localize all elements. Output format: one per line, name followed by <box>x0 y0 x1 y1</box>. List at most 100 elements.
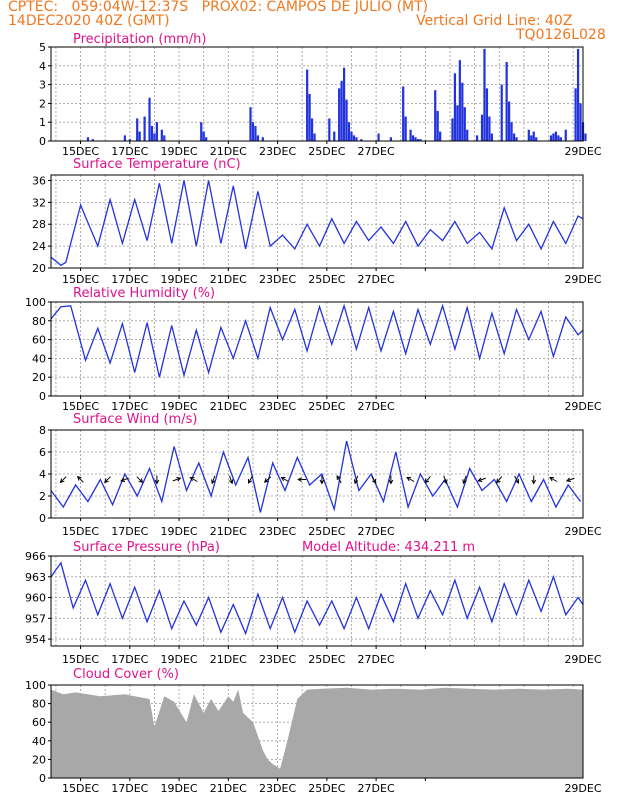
wind-arrow-head <box>263 478 269 483</box>
precip-bar <box>310 118 314 141</box>
wind-arrow-head <box>189 476 195 482</box>
precip-bar <box>345 99 348 141</box>
y-tick-label: 4 <box>39 60 46 73</box>
wind-arrow-head <box>120 477 126 482</box>
wind-arrow-shaft <box>549 477 558 482</box>
wind-arrow-shaft <box>120 477 129 482</box>
wind-arrow-head <box>353 479 359 485</box>
y-tick-label: 40 <box>32 735 46 748</box>
precip-bar <box>416 139 420 141</box>
wind-arrow-shaft <box>190 477 198 482</box>
wind-arrow-head <box>176 477 182 482</box>
y-tick-label: 960 <box>25 592 46 605</box>
y-tick-label: 3 <box>39 79 46 92</box>
x-tick-label: 27DEC <box>358 273 395 286</box>
y-tick-label: 20 <box>32 371 46 384</box>
x-tick-label: 25DEC <box>308 653 345 666</box>
x-tick-label: 27DEC <box>358 400 395 413</box>
x-tick-label: 23DEC <box>259 145 296 158</box>
precip-bar <box>328 118 331 141</box>
precip-bar <box>559 137 562 141</box>
precip-bar <box>576 48 580 141</box>
y-tick-label: 32 <box>32 196 46 209</box>
precip-bar <box>200 122 203 141</box>
panel-frame <box>50 174 584 269</box>
wind-arrow-head <box>297 477 302 482</box>
precip-bar <box>143 116 146 141</box>
precip-bar <box>91 139 94 141</box>
wind-arrow-shaft <box>371 475 377 484</box>
precip-bar <box>402 86 405 141</box>
precip-bar <box>554 131 558 141</box>
y-tick-label: 6 <box>39 446 46 459</box>
y-tick-label: 24 <box>32 240 46 253</box>
precip-bar <box>436 110 439 141</box>
y-tick-label: 5 <box>39 41 46 54</box>
wind-arrow-shaft <box>354 475 359 484</box>
precip-bar <box>419 139 422 141</box>
precip-bar <box>510 122 513 141</box>
precip-bar <box>136 118 139 141</box>
precip-bar <box>333 131 336 141</box>
precip-bar <box>150 125 154 141</box>
y-tick-label: 0 <box>39 772 46 785</box>
series-line-1 <box>50 180 584 267</box>
y-tick-label: 100 <box>25 296 46 309</box>
wind-arrow-head <box>388 479 394 485</box>
precip-bar <box>409 129 412 141</box>
wind-arrow-shaft <box>336 475 342 484</box>
wind-arrow-head <box>154 479 160 485</box>
x-tick-label: 29DEC <box>564 653 601 666</box>
precip-bar <box>475 135 479 141</box>
x-tick-label: 25DEC <box>308 145 345 158</box>
wind-arrow-head <box>138 478 144 484</box>
precip-bar <box>360 139 363 141</box>
precip-bar <box>138 131 141 141</box>
x-tick-label: 27DEC <box>358 145 395 158</box>
precip-bar <box>313 133 316 141</box>
precip-bar <box>483 48 486 141</box>
precip-bar <box>404 116 407 141</box>
wind-arrow-head <box>496 478 501 484</box>
x-tick-label: 15DEC <box>62 525 99 538</box>
precip-bar <box>535 137 538 141</box>
wind-arrow-shaft <box>264 476 272 483</box>
precip-bar <box>306 69 309 141</box>
wind-arrow-head <box>514 478 520 484</box>
x-tick-label: 15DEC <box>62 145 99 158</box>
precip-bar <box>249 107 252 141</box>
precip-bar <box>557 135 560 141</box>
y-tick-label: 80 <box>32 698 46 711</box>
precip-bar <box>254 125 257 141</box>
precip-bar <box>485 88 489 141</box>
wind-arrow-head <box>228 479 234 485</box>
precip-bar <box>549 135 553 141</box>
wind-arrow-shaft <box>478 477 486 482</box>
wind-arrow-shaft <box>248 475 253 484</box>
panel-title: Surface Wind (m/s) <box>73 412 197 427</box>
wind-arrow-head <box>549 476 554 482</box>
y-tick-label: 2 <box>39 97 46 110</box>
precip-bar <box>414 137 417 141</box>
precip-bar <box>530 135 533 141</box>
wind-arrow-shaft <box>60 476 67 483</box>
panel-title: Surface Pressure (hPa) <box>73 540 220 555</box>
y-tick-label: 0 <box>39 135 46 148</box>
precip-bar <box>342 67 346 141</box>
y-tick-label: 0 <box>39 512 46 525</box>
wind-arrow-head <box>462 479 467 485</box>
x-tick-label: 17DEC <box>111 525 148 538</box>
wind-arrow-head <box>211 479 216 485</box>
x-tick-label: 15DEC <box>62 273 99 286</box>
x-tick-label: 21DEC <box>210 525 247 538</box>
forecast-date: 14DEC2020 40Z (GMT) <box>8 13 170 29</box>
wind-arrow-shaft <box>136 476 143 483</box>
panel-title: Cloud Cover (%) <box>73 667 179 682</box>
precip-bar <box>251 122 255 141</box>
wind-arrow-head <box>76 475 82 481</box>
x-tick-label: 23DEC <box>259 653 296 666</box>
y-tick-label: 20 <box>32 262 46 275</box>
y-tick-label: 20 <box>32 753 46 766</box>
x-tick-label: 29DEC <box>564 525 601 538</box>
